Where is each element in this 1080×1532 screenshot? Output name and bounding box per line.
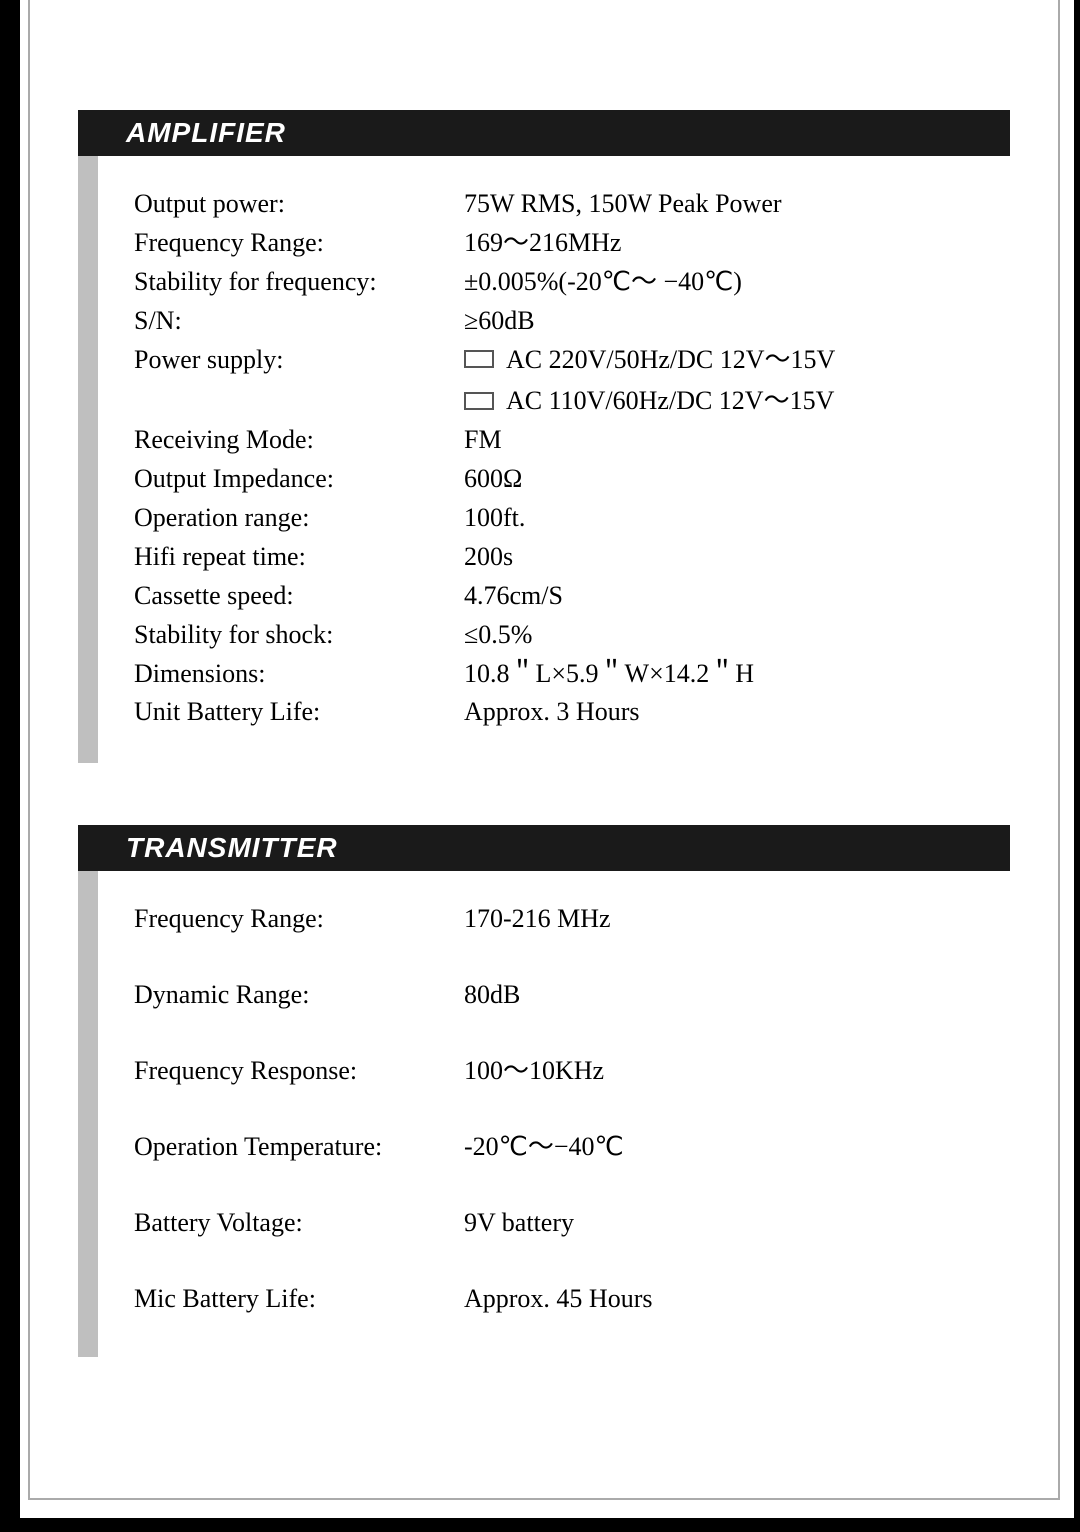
spec-row: S/N: ≥60dB	[134, 303, 990, 339]
spec-label: Power supply:	[134, 342, 464, 420]
page-inner-frame: AMPLIFIER Output power: 75W RMS, 150W Pe…	[28, 0, 1060, 1500]
checkbox-icon[interactable]	[464, 350, 494, 368]
section-header-amplifier: AMPLIFIER	[78, 110, 1010, 156]
spec-row: Operation Temperature: -20℃～−40℃	[134, 1129, 990, 1165]
spec-row: Hifi repeat time: 200s	[134, 539, 990, 575]
spec-value: 75W RMS, 150W Peak Power	[464, 186, 990, 222]
spec-value: 9V battery	[464, 1205, 990, 1241]
spec-value: 4.76cm/S	[464, 578, 990, 614]
spec-value: 100ft.	[464, 500, 990, 536]
spec-value: 80dB	[464, 977, 990, 1013]
spec-row: Frequency Range: 169～216MHz	[134, 225, 990, 261]
spec-label: Battery Voltage:	[134, 1205, 464, 1241]
spec-label: Hifi repeat time:	[134, 539, 464, 575]
section-transmitter: TRANSMITTER Frequency Range: 170-216 MHz…	[78, 825, 1010, 1356]
spec-value: 100～10KHz	[464, 1053, 990, 1089]
spec-value: 169～216MHz	[464, 225, 990, 261]
spec-row: Dimensions: 10.8＂L×5.9＂W×14.2＂H	[134, 656, 990, 692]
spec-row: Frequency Range: 170-216 MHz	[134, 901, 990, 937]
spec-value: Approx. 45 Hours	[464, 1281, 990, 1317]
spec-value: 200s	[464, 539, 990, 575]
spec-label: Frequency Range:	[134, 225, 464, 261]
power-option: AC 220V/50Hz/DC 12V～15V	[464, 342, 990, 378]
spec-label: Output Impedance:	[134, 461, 464, 497]
page-content: AMPLIFIER Output power: 75W RMS, 150W Pe…	[30, 0, 1058, 1459]
spec-label: Dimensions:	[134, 656, 464, 692]
section-body-transmitter: Frequency Range: 170-216 MHz Dynamic Ran…	[78, 871, 1010, 1356]
spec-label: Unit Battery Life:	[134, 694, 464, 730]
spec-row: Battery Voltage: 9V battery	[134, 1205, 990, 1241]
spec-label: Cassette speed:	[134, 578, 464, 614]
spec-value: ≥60dB	[464, 303, 990, 339]
checkbox-icon[interactable]	[464, 392, 494, 410]
spec-row: Dynamic Range: 80dB	[134, 977, 990, 1013]
spec-row: Receiving Mode: FM	[134, 422, 990, 458]
spec-row: Stability for frequency: ±0.005%(-20℃～ −…	[134, 264, 990, 300]
spec-value: ±0.005%(-20℃～ −40℃)	[464, 264, 990, 300]
power-option-text: AC 220V/50Hz/DC 12V～15V	[506, 342, 835, 378]
spec-label: Frequency Response:	[134, 1053, 464, 1089]
spec-row-power-supply: Power supply: AC 220V/50Hz/DC 12V～15V AC…	[134, 342, 990, 420]
section-amplifier: AMPLIFIER Output power: 75W RMS, 150W Pe…	[78, 110, 1010, 763]
spec-label: Output power:	[134, 186, 464, 222]
spec-value: ≤0.5%	[464, 617, 990, 653]
spec-value: Approx. 3 Hours	[464, 694, 990, 730]
spec-row: Output power: 75W RMS, 150W Peak Power	[134, 186, 990, 222]
spec-label: S/N:	[134, 303, 464, 339]
spec-label: Mic Battery Life:	[134, 1281, 464, 1317]
spec-row: Unit Battery Life: Approx. 3 Hours	[134, 694, 990, 730]
spec-label: Stability for frequency:	[134, 264, 464, 300]
power-option: AC 110V/60Hz/DC 12V～15V	[464, 383, 990, 419]
power-option-text: AC 110V/60Hz/DC 12V～15V	[506, 383, 834, 419]
spec-value: 10.8＂L×5.9＂W×14.2＂H	[464, 656, 990, 692]
spec-label: Receiving Mode:	[134, 422, 464, 458]
spec-label: Stability for shock:	[134, 617, 464, 653]
spec-label: Frequency Range:	[134, 901, 464, 937]
spec-value: FM	[464, 422, 990, 458]
spec-row: Cassette speed: 4.76cm/S	[134, 578, 990, 614]
section-header-transmitter: TRANSMITTER	[78, 825, 1010, 871]
spec-row: Mic Battery Life: Approx. 45 Hours	[134, 1281, 990, 1317]
spec-value: -20℃～−40℃	[464, 1129, 990, 1165]
section-body-amplifier: Output power: 75W RMS, 150W Peak Power F…	[78, 156, 1010, 763]
spec-label: Dynamic Range:	[134, 977, 464, 1013]
spec-row: Operation range: 100ft.	[134, 500, 990, 536]
spec-value-power-supply: AC 220V/50Hz/DC 12V～15V AC 110V/60Hz/DC …	[464, 342, 990, 420]
spec-label: Operation range:	[134, 500, 464, 536]
spec-value: 170-216 MHz	[464, 901, 990, 937]
spec-row: Output Impedance: 600Ω	[134, 461, 990, 497]
spec-row: Stability for shock: ≤0.5%	[134, 617, 990, 653]
spec-value: 600Ω	[464, 461, 990, 497]
spec-row: Frequency Response: 100～10KHz	[134, 1053, 990, 1089]
spec-label: Operation Temperature:	[134, 1129, 464, 1165]
